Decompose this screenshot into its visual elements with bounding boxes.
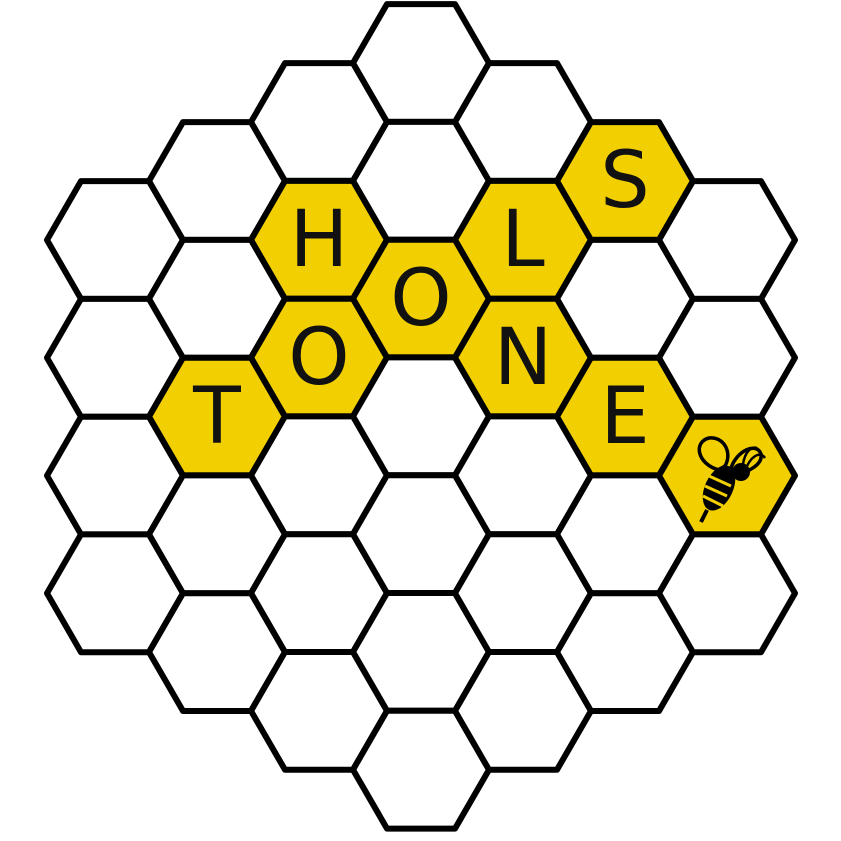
cell-letter: O bbox=[390, 254, 451, 344]
hex-cell[interactable] bbox=[656, 178, 798, 302]
cell-letter: N bbox=[494, 313, 552, 403]
cell-letter: H bbox=[290, 195, 349, 285]
cell-letter: S bbox=[600, 136, 650, 226]
bee-icon bbox=[697, 436, 767, 523]
cell-letter: L bbox=[501, 195, 545, 285]
cell-letter: O bbox=[288, 313, 349, 403]
hex-cell[interactable] bbox=[656, 531, 798, 656]
hex-cell[interactable] bbox=[656, 295, 798, 420]
cells bbox=[44, 1, 798, 832]
cell-letter: T bbox=[192, 372, 241, 462]
cell-letter: E bbox=[600, 372, 649, 462]
